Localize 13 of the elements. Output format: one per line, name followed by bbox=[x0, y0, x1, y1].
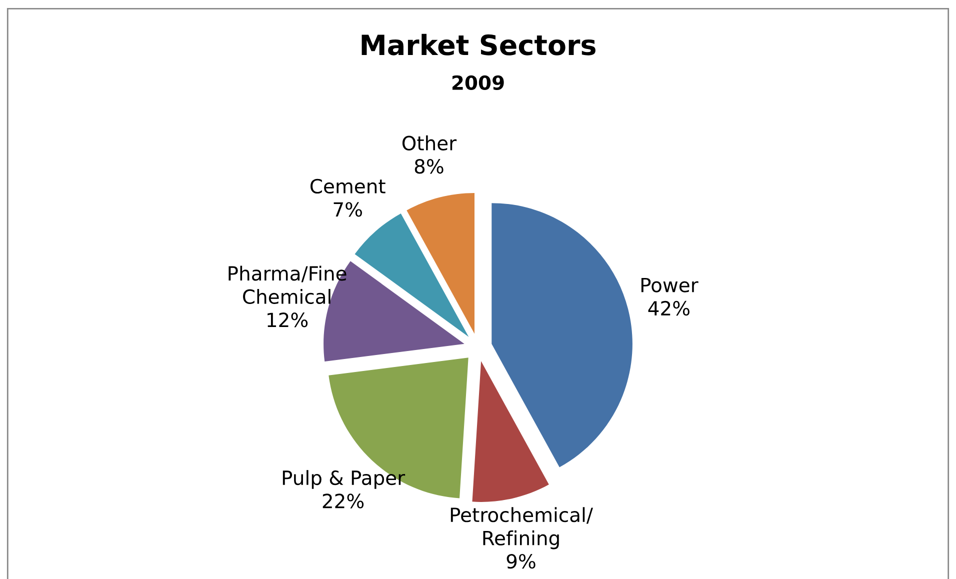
data-label: 7% bbox=[334, 202, 362, 217]
data-label: 22% bbox=[322, 494, 364, 508]
chart-title: Market Sectors bbox=[362, 34, 596, 56]
slice-label: Cement bbox=[310, 178, 386, 194]
slice-label: Pulp & Paper bbox=[282, 470, 406, 489]
data-label: 12% bbox=[268, 312, 308, 328]
slice-label: Power bbox=[641, 278, 698, 292]
data-label: 8% bbox=[414, 159, 444, 174]
slice-label: Petrochemical/ Refining bbox=[450, 507, 593, 550]
data-label: 9% bbox=[506, 554, 536, 569]
data-label: 42% bbox=[648, 300, 690, 316]
chart-subtitle: 2009 bbox=[452, 75, 504, 90]
slice-label: Other bbox=[402, 135, 457, 150]
